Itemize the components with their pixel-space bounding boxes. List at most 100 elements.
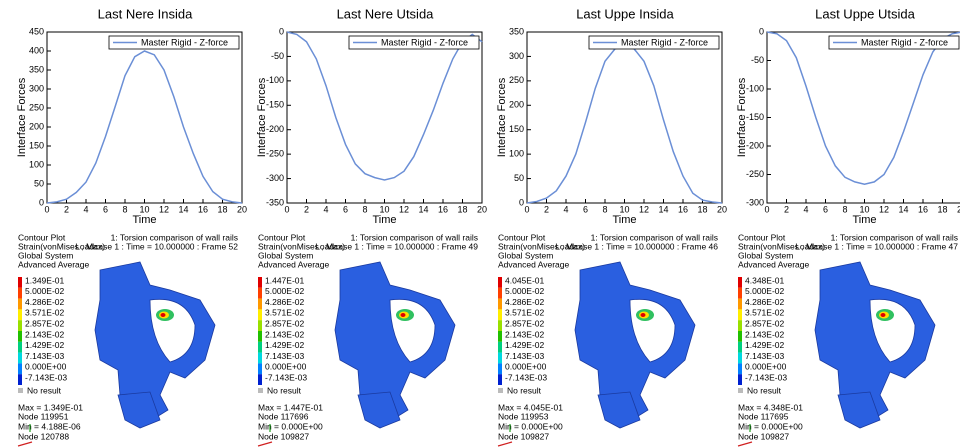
legend-value: 1.447E-01 — [265, 275, 304, 285]
x-tick-label: 8 — [362, 204, 367, 214]
loadcase-info: Loadcase 1 : Time = 10.000000 : Frame 46 — [555, 241, 718, 251]
min-node: Node 109827 — [738, 431, 789, 441]
x-axis-label: Time — [132, 214, 156, 226]
legend-value: 1.349E-01 — [25, 275, 64, 285]
y-tick-label: 150 — [509, 124, 524, 134]
y-tick-label: 200 — [29, 121, 44, 131]
y-axis-label: Interface Forces — [736, 77, 748, 157]
y-axis-label: Interface Forces — [16, 77, 28, 157]
no-result-swatch — [498, 388, 503, 393]
legend-color — [18, 363, 22, 374]
x-tick-label: 16 — [198, 204, 208, 214]
legend-color — [18, 309, 22, 320]
legend-color — [18, 374, 22, 385]
legend-value: 3.571E-02 — [745, 308, 784, 318]
x-tick-label: 6 — [103, 204, 108, 214]
legend-color — [18, 288, 22, 299]
legend-color — [498, 374, 502, 385]
legend-value: 7.143E-03 — [25, 351, 64, 361]
y-tick-label: 150 — [29, 140, 44, 150]
legend-value: 4.286E-02 — [745, 297, 784, 307]
x-axis-label: Time — [372, 214, 396, 226]
x-tick-label: 18 — [697, 204, 707, 214]
x-tick-label: 14 — [898, 204, 908, 214]
x-tick-label: 4 — [83, 204, 88, 214]
legend-color — [258, 309, 262, 320]
legend-color — [738, 277, 742, 288]
legend-color — [738, 320, 742, 331]
model-hotspot — [881, 313, 886, 317]
x-tick-label: 14 — [178, 204, 188, 214]
y-tick-label: 50 — [514, 173, 524, 183]
plot-area — [47, 32, 242, 203]
legend-value: 0.000E+00 — [505, 362, 547, 372]
legend-value: 1.429E-02 — [25, 340, 64, 350]
legend-value: 4.286E-02 — [25, 297, 64, 307]
legend-color — [498, 277, 502, 288]
min-value: Min = 0.000E+00 — [738, 421, 803, 431]
legend-value: 7.143E-03 — [265, 351, 304, 361]
x-tick-label: 12 — [879, 204, 889, 214]
chart-title: Last Uppe Insida — [576, 6, 674, 21]
legend-color — [258, 342, 262, 353]
no-result-swatch — [738, 388, 743, 393]
legend-color — [498, 320, 502, 331]
legend-color — [738, 353, 742, 364]
y-tick-label: -350 — [266, 197, 284, 207]
x-tick-label: 2 — [304, 204, 309, 214]
no-result-swatch — [18, 388, 23, 393]
x-tick-label: 18 — [217, 204, 227, 214]
legend-value: 0.000E+00 — [265, 362, 307, 372]
legend-value: 2.857E-02 — [505, 318, 544, 328]
legend-value: 4.286E-02 — [265, 297, 304, 307]
y-tick-label: 100 — [509, 149, 524, 159]
averaging-method: Advanced Average — [738, 259, 809, 269]
model-hotspot — [161, 313, 166, 317]
legend-value: 1.429E-02 — [505, 340, 544, 350]
min-value: Min = 0.000E+00 — [498, 421, 563, 431]
legend-color — [258, 277, 262, 288]
x-tick-label: 8 — [122, 204, 127, 214]
plot-area — [527, 32, 722, 203]
x-tick-label: 0 — [764, 204, 769, 214]
min-node: Node 109827 — [258, 431, 309, 441]
averaging-method: Advanced Average — [498, 259, 569, 269]
x-tick-label: 12 — [399, 204, 409, 214]
legend-value: 4.045E-01 — [505, 275, 544, 285]
legend-value: 4.286E-02 — [505, 297, 544, 307]
min-value: Min = 0.000E+00 — [258, 421, 323, 431]
y-tick-label: 50 — [34, 178, 44, 188]
legend-color — [738, 342, 742, 353]
y-tick-label: 450 — [29, 26, 44, 36]
legend-value: 1.429E-02 — [265, 340, 304, 350]
y-tick-label: -250 — [746, 169, 764, 179]
legend-color — [18, 353, 22, 364]
legend-value: 2.857E-02 — [265, 318, 304, 328]
legend-color — [738, 363, 742, 374]
y-axis-label: Interface Forces — [496, 77, 508, 157]
legend-color — [18, 331, 22, 342]
y-tick-label: -250 — [266, 149, 284, 159]
x-tick-label: 4 — [563, 204, 568, 214]
x-tick-label: 18 — [937, 204, 947, 214]
y-tick-label: -150 — [746, 112, 764, 122]
no-result-label: No result — [267, 385, 302, 395]
legend-value: 3.571E-02 — [25, 308, 64, 318]
legend-value: -7.143E-03 — [745, 372, 787, 382]
legend-value: 2.857E-02 — [25, 318, 64, 328]
legend-value: 0.000E+00 — [745, 362, 787, 372]
legend-value: 3.571E-02 — [505, 308, 544, 318]
y-tick-label: 200 — [509, 100, 524, 110]
legend-color — [498, 342, 502, 353]
y-tick-label: 300 — [29, 83, 44, 93]
legend-color — [258, 299, 262, 310]
y-tick-label: 350 — [509, 26, 524, 36]
x-tick-label: 16 — [678, 204, 688, 214]
y-tick-label: -200 — [266, 124, 284, 134]
legend-value: 2.143E-02 — [25, 329, 64, 339]
legend-color — [258, 353, 262, 364]
x-tick-label: 4 — [323, 204, 328, 214]
legend-value: 7.143E-03 — [745, 351, 784, 361]
x-tick-label: 8 — [842, 204, 847, 214]
x-tick-label: 2 — [544, 204, 549, 214]
